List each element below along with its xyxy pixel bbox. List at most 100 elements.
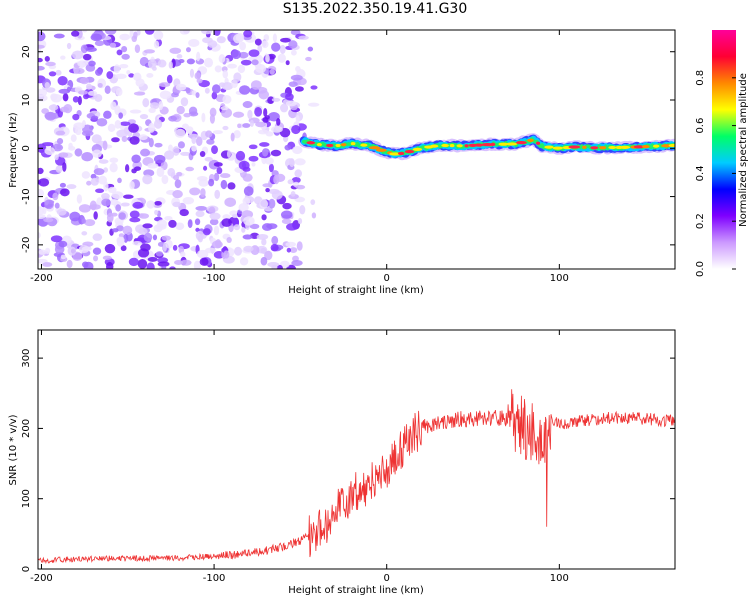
- y-tick-label: 300: [21, 349, 32, 368]
- noise-speckle: [135, 78, 145, 87]
- noise-speckle: [38, 57, 43, 63]
- noise-speckle: [291, 176, 301, 184]
- noise-speckle: [201, 112, 206, 123]
- noise-speckle: [180, 251, 186, 257]
- x-tick-label: -100: [203, 273, 226, 284]
- noise-speckle: [48, 104, 59, 111]
- noise-speckle: [95, 188, 105, 194]
- noise-speckle: [222, 94, 232, 104]
- signal-hotspot: [429, 144, 439, 148]
- noise-speckle: [146, 73, 154, 78]
- noise-speckle: [271, 97, 281, 102]
- noise-speckle: [95, 68, 103, 76]
- noise-speckle: [58, 240, 68, 248]
- noise-speckle: [50, 235, 63, 243]
- colorbar-scale: [712, 30, 736, 269]
- noise-speckle: [96, 197, 103, 206]
- noise-speckle: [242, 101, 253, 109]
- noise-speckle: [82, 30, 88, 33]
- noise-speckle: [222, 125, 229, 131]
- noise-speckle: [176, 171, 183, 177]
- colorbar-label: Normalized spectral amplitude: [738, 73, 749, 227]
- noise-speckle: [295, 184, 306, 190]
- noise-speckle: [203, 165, 208, 171]
- noise-speckle: [227, 63, 237, 69]
- noise-speckle: [195, 92, 200, 98]
- snr-frame: [37, 329, 676, 570]
- noise-speckle: [153, 119, 163, 129]
- noise-speckle: [251, 59, 259, 66]
- noise-speckle: [248, 155, 259, 162]
- noise-speckle: [187, 133, 199, 139]
- noise-speckle: [169, 47, 182, 54]
- noise-speckle: [137, 259, 148, 269]
- noise-speckle: [38, 178, 50, 187]
- colorbar-tick-label: 0.4: [695, 165, 706, 181]
- noise-speckle: [111, 228, 119, 233]
- noise-speckle: [191, 90, 197, 96]
- noise-speckle: [208, 206, 216, 215]
- noise-speckle: [161, 235, 172, 241]
- noise-speckle: [271, 42, 281, 52]
- noise-speckle: [195, 205, 208, 211]
- colorbar-tick-label: 0.6: [695, 118, 706, 134]
- noise-speckle: [213, 30, 221, 36]
- noise-speckle: [176, 54, 183, 59]
- noise-speckle: [224, 197, 237, 207]
- noise-speckle: [187, 219, 193, 229]
- noise-speckle: [289, 158, 295, 168]
- noise-speckle: [204, 57, 214, 68]
- noise-speckle: [147, 162, 159, 169]
- noise-speckle: [44, 82, 50, 89]
- noise-speckle: [215, 239, 222, 249]
- noise-speckle: [233, 33, 243, 44]
- noise-speckle: [155, 251, 163, 257]
- noise-speckle: [223, 250, 230, 259]
- noise-speckle: [128, 257, 139, 267]
- noise-speckle: [118, 112, 123, 119]
- noise-speckle: [243, 186, 254, 197]
- noise-speckle: [77, 60, 88, 67]
- noise-speckle: [60, 106, 70, 113]
- noise-speckle: [164, 150, 175, 160]
- noise-speckle: [220, 179, 228, 190]
- signal-hotspot: [515, 141, 527, 145]
- noise-speckle: [38, 188, 45, 198]
- noise-speckle: [248, 49, 260, 57]
- signal-hotspot: [536, 141, 541, 145]
- signal-hotspot: [306, 141, 316, 145]
- noise-speckle: [285, 241, 297, 247]
- noise-speckle: [280, 210, 293, 219]
- noise-speckle: [199, 257, 209, 266]
- noise-speckle: [180, 151, 191, 156]
- noise-speckle: [114, 105, 121, 116]
- noise-speckle: [279, 44, 286, 54]
- noise-speckle: [107, 123, 116, 133]
- signal-hotspot: [441, 143, 449, 148]
- noise-speckle: [124, 164, 130, 173]
- noise-speckle: [106, 71, 114, 79]
- noise-speckle: [193, 260, 201, 269]
- noise-speckle: [203, 228, 211, 236]
- noise-speckle: [152, 234, 158, 241]
- noise-speckle: [90, 173, 97, 179]
- noise-speckle: [242, 197, 251, 206]
- noise-speckle: [264, 157, 274, 165]
- noise-speckle: [271, 126, 283, 133]
- noise-speckle: [90, 177, 99, 186]
- noise-speckle: [268, 163, 274, 173]
- noise-speckle: [291, 260, 303, 266]
- noise-speckle: [220, 173, 231, 179]
- noise-speckle: [150, 102, 160, 110]
- noise-speckle: [174, 260, 184, 266]
- noise-speckle: [243, 30, 253, 38]
- noise-speckle: [66, 42, 72, 50]
- noise-speckle: [92, 149, 102, 158]
- noise-speckle: [294, 158, 306, 166]
- noise-speckle: [159, 90, 172, 100]
- noise-speckle: [173, 174, 180, 181]
- noise-speckle: [55, 165, 63, 173]
- noise-speckle: [128, 73, 135, 78]
- noise-speckle: [78, 90, 88, 95]
- spectrogram-frame: [37, 29, 676, 270]
